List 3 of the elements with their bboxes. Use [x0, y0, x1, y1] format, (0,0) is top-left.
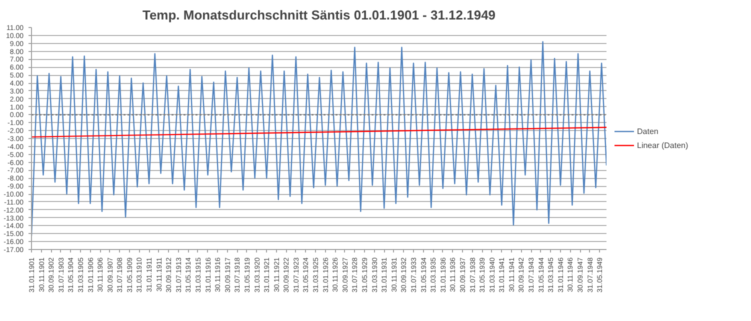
- legend-label: Linear (Daten): [637, 140, 688, 150]
- legend-label: Daten: [637, 126, 658, 136]
- chart-title: Temp. Monatsdurchschnitt Säntis 01.01.1901 - 31.12.1949: [142, 8, 496, 22]
